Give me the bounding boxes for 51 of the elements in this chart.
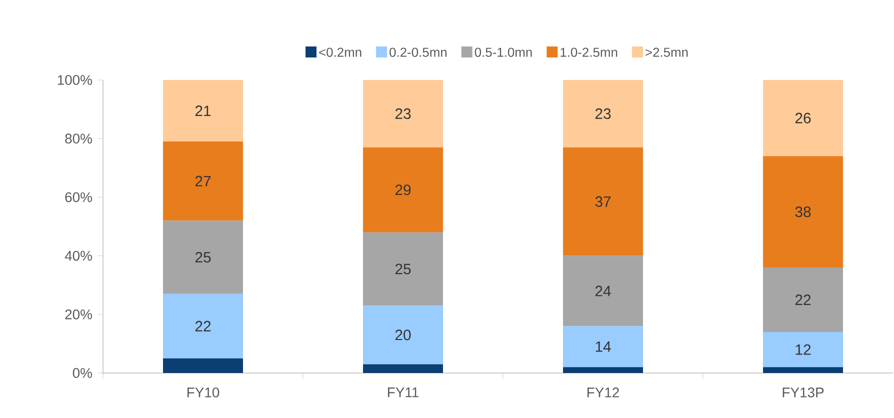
data-label: 22	[795, 294, 811, 305]
bar	[163, 220, 244, 294]
y-tick-label: 100%	[58, 75, 92, 85]
bar	[363, 364, 444, 373]
x-tick-label: FY11	[388, 388, 418, 398]
bar	[163, 142, 244, 221]
legend-label: >2.5mn	[646, 48, 688, 57]
legend-label: <0.2mn	[319, 48, 362, 57]
y-tick-label: 40%	[64, 250, 92, 261]
bar	[563, 326, 644, 368]
bar	[763, 156, 844, 268]
data-label: 29	[395, 184, 411, 196]
bar	[563, 256, 644, 326]
bar	[163, 294, 244, 358]
data-label: 37	[595, 196, 611, 207]
bar	[363, 80, 444, 148]
data-label: 26	[795, 112, 811, 124]
bar	[563, 367, 644, 373]
bar	[363, 306, 444, 364]
y-tick-label: 0%	[72, 368, 92, 378]
bar	[763, 332, 844, 368]
bar	[563, 80, 644, 148]
data-label: 27	[195, 176, 211, 186]
legend-label: 1.0-2.5mn	[560, 48, 618, 57]
data-label: 21	[195, 106, 211, 116]
legend-label: 0.2-0.5mn	[390, 48, 447, 57]
x-tick-label: FY13P	[782, 388, 824, 398]
bar	[763, 80, 844, 156]
data-label: 20	[395, 330, 411, 340]
bar	[763, 268, 844, 332]
bar	[363, 232, 444, 306]
data-label: 25	[195, 252, 211, 263]
bar	[563, 147, 644, 256]
data-label: 12	[796, 344, 811, 355]
y-tick-label: 20%	[65, 309, 92, 320]
data-label: 23	[395, 108, 411, 119]
y-tick-label: 60%	[65, 192, 92, 202]
data-label: 38	[795, 206, 811, 218]
data-label: 24	[595, 286, 611, 296]
bar	[163, 358, 244, 373]
data-label: 25	[395, 264, 411, 274]
x-tick-label: FY10	[187, 388, 220, 398]
legend-label: 0.5-1.0mn	[474, 48, 532, 57]
bar	[163, 80, 244, 142]
bar	[363, 147, 444, 232]
x-tick-label: FY12	[587, 388, 619, 398]
data-label: 14	[596, 341, 611, 352]
y-tick-label: 80%	[65, 134, 92, 144]
data-label: 22	[195, 320, 211, 332]
data-label: 23	[595, 108, 611, 119]
bar	[763, 367, 844, 373]
